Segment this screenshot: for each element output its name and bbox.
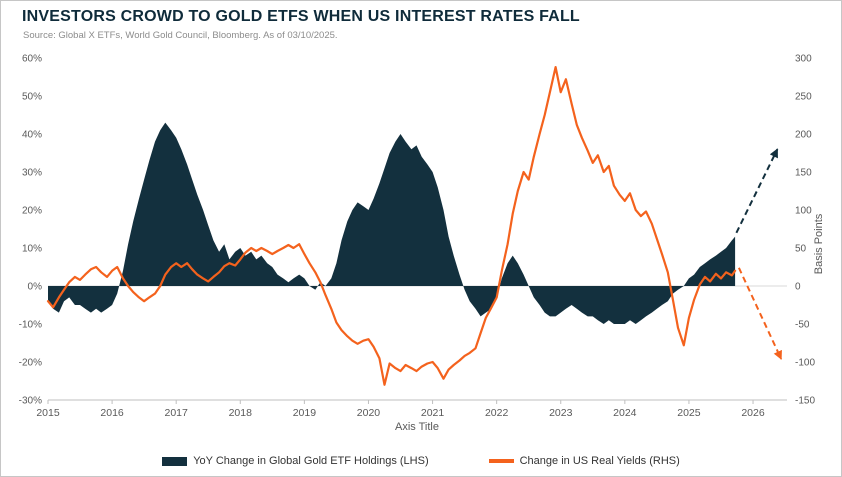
legend-item-etf-holdings: YoY Change in Global Gold ETF Holdings (… [162,455,429,467]
svg-text:200: 200 [795,130,812,141]
real-yields-line-series [46,65,737,386]
svg-text:-50: -50 [795,320,810,331]
svg-text:2020: 2020 [357,407,381,419]
x-axis-title: Axis Title [395,421,439,433]
chart-legend: YoY Change in Global Gold ETF Holdings (… [1,455,841,467]
legend-label-real-yields: Change in US Real Yields (RHS) [519,455,680,467]
legend-swatch-area-icon [162,456,188,466]
svg-text:0%: 0% [28,282,43,293]
svg-text:2018: 2018 [229,407,253,419]
svg-text:20%: 20% [22,206,42,217]
svg-text:2019: 2019 [293,407,317,419]
svg-text:60%: 60% [22,54,42,65]
svg-text:250: 250 [795,92,812,103]
svg-text:0: 0 [795,282,801,293]
svg-text:-10%: -10% [19,320,42,331]
legend-item-real-yields: Change in US Real Yields (RHS) [488,455,680,467]
svg-text:40%: 40% [22,130,42,141]
legend-swatch-line-icon [488,459,514,463]
svg-text:2021: 2021 [421,407,445,419]
svg-text:-30%: -30% [19,396,42,407]
source-note: Source: Global X ETFs, World Gold Counci… [23,30,338,41]
svg-text:50%: 50% [22,92,42,103]
svg-text:2022: 2022 [485,407,509,419]
svg-text:2023: 2023 [549,407,573,419]
svg-text:2016: 2016 [100,407,124,419]
svg-text:150: 150 [795,168,812,179]
svg-text:2015: 2015 [36,407,60,419]
real-yields-projection-down-arrow [737,267,783,360]
etf-holdings-projection-up-arrow [735,148,779,234]
svg-text:10%: 10% [22,244,42,255]
svg-text:-20%: -20% [19,358,42,369]
svg-text:30%: 30% [22,168,42,179]
svg-text:50: 50 [795,244,807,255]
right-axis-title: Basis Points [813,213,825,274]
svg-text:100: 100 [795,206,812,217]
svg-text:-100: -100 [795,358,815,369]
etf-holdings-area-series [48,122,736,324]
legend-label-etf-holdings: YoY Change in Global Gold ETF Holdings (… [193,455,429,467]
svg-text:2025: 2025 [677,407,701,419]
svg-text:-150: -150 [795,396,815,407]
svg-text:2017: 2017 [165,407,189,419]
chart-title: INVESTORS CROWD TO GOLD ETFS WHEN US INT… [22,8,580,25]
svg-text:300: 300 [795,54,812,65]
svg-text:2026: 2026 [741,407,765,419]
svg-text:2024: 2024 [613,407,637,419]
